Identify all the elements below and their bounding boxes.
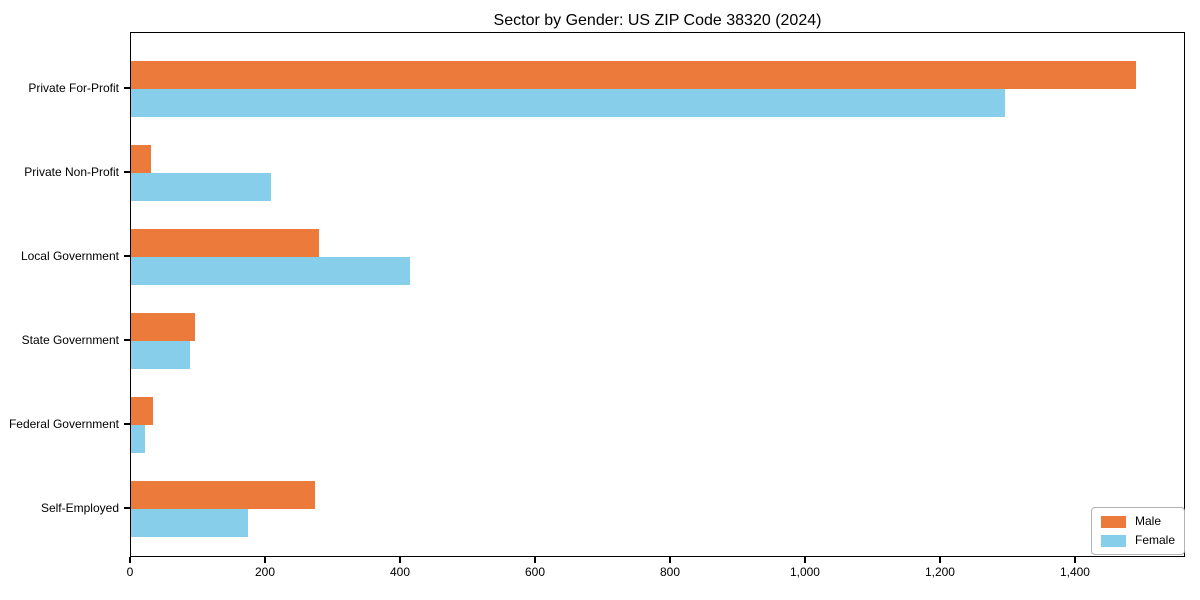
y-tick-mark <box>124 87 130 89</box>
x-tick-mark <box>399 557 401 563</box>
legend-item-male: Male <box>1101 515 1175 528</box>
bar-female-2 <box>131 257 411 285</box>
x-axis: 0 200 400 600 800 1,000 1,200 1,400 <box>127 557 1185 592</box>
bar-female-1 <box>131 173 271 201</box>
plot-area <box>130 32 1185 557</box>
x-tick-mark <box>939 557 941 563</box>
x-tick-label: 1,400 <box>1059 565 1090 579</box>
bar-male-5 <box>131 481 315 509</box>
y-tick-mark <box>124 507 130 509</box>
x-tick-label: 400 <box>389 565 410 579</box>
category-label-0: Private For-Profit <box>28 81 119 95</box>
y-tick-mark <box>124 423 130 425</box>
bar-male-1 <box>131 145 151 173</box>
x-tick-mark <box>669 557 671 563</box>
category-label-4: Federal Government <box>8 417 119 431</box>
legend-label-female: Female <box>1135 533 1176 547</box>
bar-female-0 <box>131 89 1006 117</box>
x-tick-mark <box>804 557 806 563</box>
female-swatch <box>1101 534 1126 547</box>
legend: Male Female <box>1091 507 1186 555</box>
bar-female-5 <box>131 509 248 537</box>
y-tick-mark <box>124 171 130 173</box>
category-label-3: State Government <box>21 333 119 347</box>
x-tick-label: 200 <box>254 565 275 579</box>
legend-item-female: Female <box>1101 534 1175 547</box>
bar-male-3 <box>131 313 196 341</box>
chart-title: Sector by Gender: US ZIP Code 38320 (202… <box>493 12 822 29</box>
male-swatch <box>1101 515 1126 528</box>
bar-male-4 <box>131 397 153 425</box>
x-tick-mark <box>1074 557 1076 563</box>
x-tick-label: 1,200 <box>924 565 955 579</box>
y-tick-mark <box>124 255 130 257</box>
y-axis: Private For-Profit Private Non-Profit Loca… <box>0 32 130 557</box>
x-tick-label: 0 <box>126 565 134 579</box>
x-tick-mark <box>264 557 266 563</box>
x-tick-label: 800 <box>659 565 680 579</box>
x-tick-mark <box>534 557 536 563</box>
legend-label-male: Male <box>1135 514 1162 528</box>
x-tick-mark <box>129 557 131 563</box>
bar-female-3 <box>131 341 191 369</box>
y-tick-mark <box>124 339 130 341</box>
x-tick-label: 1,000 <box>789 565 820 579</box>
x-tick-label: 600 <box>524 565 545 579</box>
bar-male-0 <box>131 61 1137 89</box>
bar-male-2 <box>131 229 319 257</box>
category-label-2: Local Government <box>20 249 119 263</box>
bar-female-4 <box>131 425 146 453</box>
category-label-1: Private Non-Profit <box>24 165 119 179</box>
category-label-5: Self-Employed <box>40 501 119 515</box>
